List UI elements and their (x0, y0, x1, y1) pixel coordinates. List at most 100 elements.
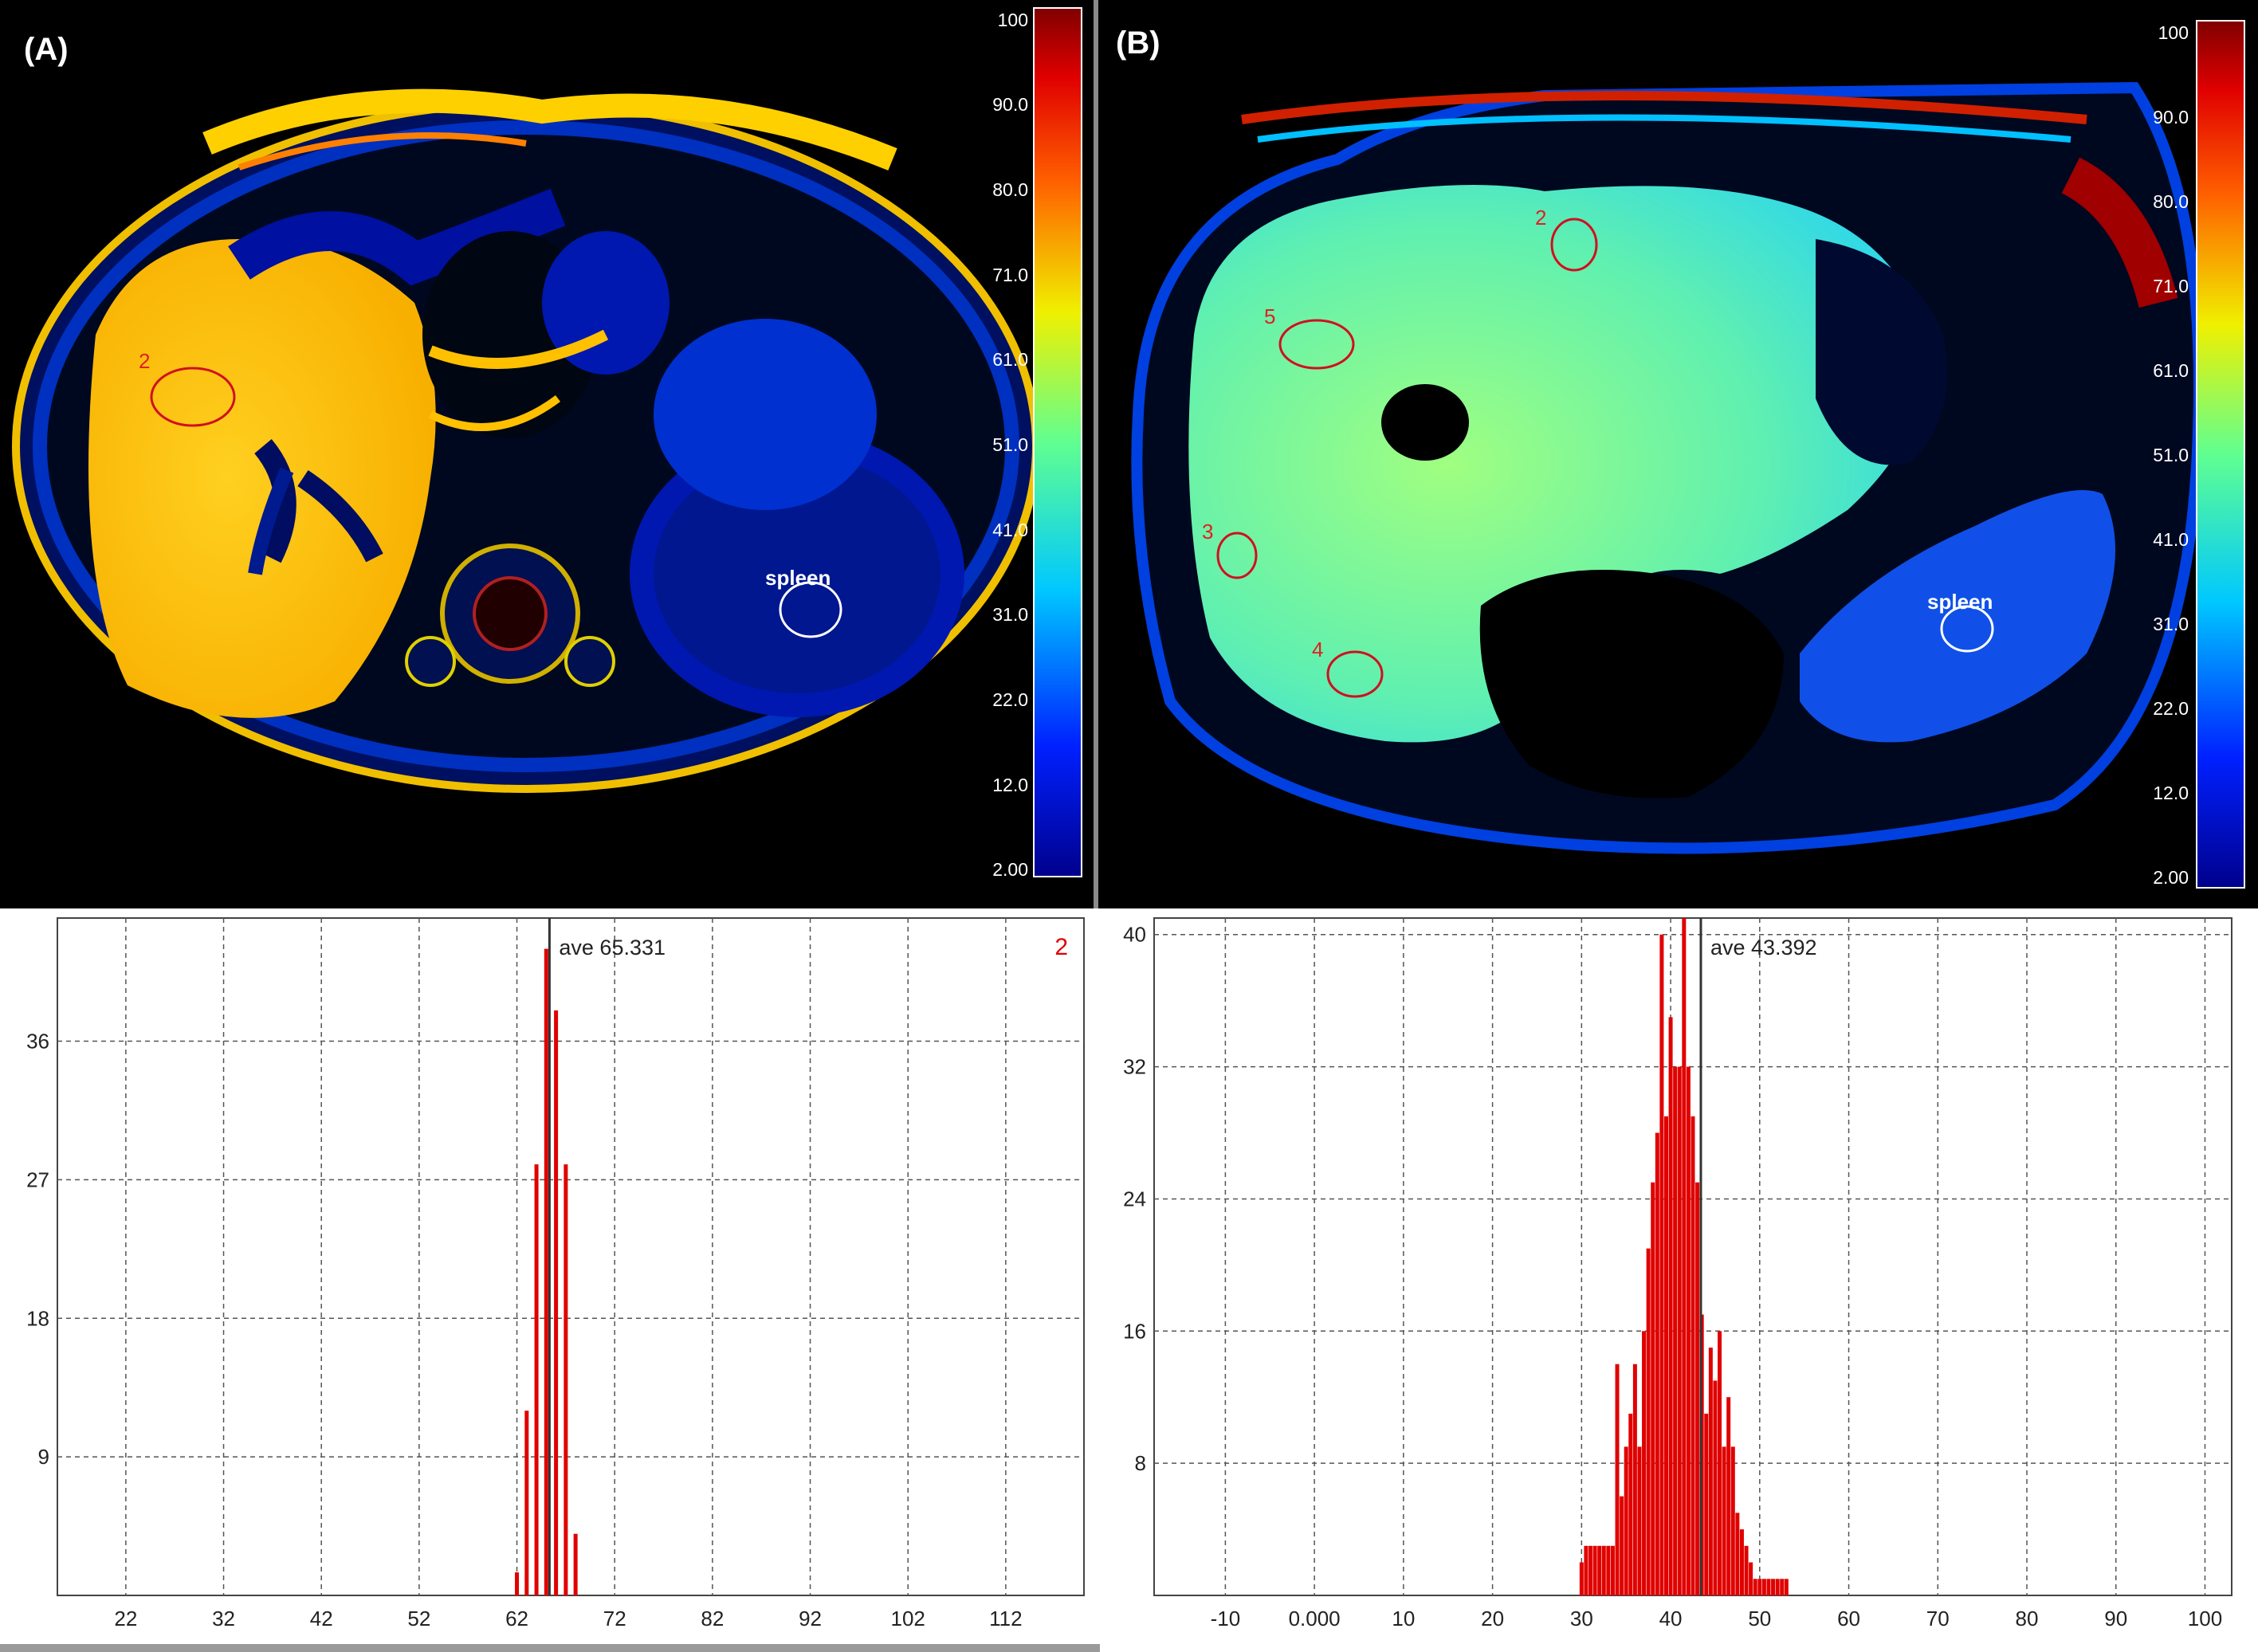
histogram-bar (1615, 1364, 1620, 1595)
roi-label: 4 (1312, 638, 1324, 661)
histogram-bar (1592, 1545, 1597, 1595)
colorbar-tick: 22.0 (2153, 698, 2189, 719)
histogram-bar (1677, 1066, 1682, 1595)
roi-label: 2 (139, 349, 151, 373)
colorbar-tick: 41.0 (2153, 529, 2189, 550)
x-tick-label: 102 (891, 1607, 925, 1630)
histogram-bar (1651, 1182, 1655, 1595)
histogram-bar (1784, 1579, 1789, 1595)
spleen-label: spleen (765, 566, 831, 590)
histogram-bar (1739, 1529, 1744, 1595)
y-tick-label: 24 (1123, 1187, 1146, 1211)
histogram-bar (564, 1164, 568, 1595)
histogram-bar (1695, 1182, 1700, 1595)
colorbar-tick: 2.00 (2153, 867, 2189, 888)
histogram-bar (524, 1411, 529, 1595)
histogram-bar (1624, 1446, 1628, 1595)
histogram-bar (1597, 1545, 1602, 1595)
roi-label: 2 (1535, 206, 1547, 230)
histogram-bar (1744, 1545, 1749, 1595)
x-tick-label: 112 (989, 1607, 1022, 1630)
roi-ellipse (1216, 532, 1258, 579)
colorbar-tick: 31.0 (2153, 614, 2189, 634)
histogram-bar (1610, 1545, 1615, 1595)
histogram-bar (1628, 1413, 1633, 1595)
x-tick-label: 20 (1481, 1607, 1504, 1630)
colorbar-tick: 61.0 (992, 349, 1028, 370)
histogram-bar (1730, 1446, 1735, 1595)
colorbar-tick: 71.0 (2153, 276, 2189, 296)
x-tick-label: 92 (799, 1607, 822, 1630)
histogram-bar (1775, 1579, 1780, 1595)
histogram-bar (1601, 1545, 1606, 1595)
histogram-bar (1584, 1545, 1588, 1595)
histogram-bar (515, 1572, 520, 1595)
histogram-bar (1632, 1364, 1637, 1595)
y-tick-label: 40 (1123, 923, 1146, 947)
x-tick-label: 42 (310, 1607, 333, 1630)
colorbar-tick: 61.0 (2153, 360, 2189, 381)
histogram-b: -10 0.000 10 20 30 40 50 60 70 80 90 100 8 16 24 32 40 av… (1098, 908, 2258, 1652)
colorbar-tick: 31.0 (992, 604, 1028, 625)
panel-label: (B) (1116, 26, 1160, 61)
spleen-roi-ellipse (1940, 605, 1994, 653)
histogram-bar (1668, 1017, 1673, 1595)
histogram-chart-a: 22 32 42 52 62 72 82 92 102 112 9 18 27 36 ave 65.331 2 (26, 917, 1085, 1630)
x-tick-label: 22 (114, 1607, 137, 1630)
colorbar-tick: 100 (2158, 22, 2189, 43)
colorbar (1033, 7, 1082, 877)
histogram-bar (1686, 1066, 1691, 1595)
histogram-bar (1646, 1248, 1651, 1595)
x-tick-label: 100 (2188, 1607, 2222, 1630)
y-tick-label: 9 (38, 1445, 49, 1469)
x-tick-label: 52 (407, 1607, 430, 1630)
mri-image-b (1131, 20, 2245, 889)
spleen-label: spleen (1927, 590, 1993, 614)
histogram-bar (554, 1010, 559, 1595)
roi-ellipse (1278, 319, 1355, 370)
histogram-bar (1691, 1116, 1695, 1595)
colorbar-tick: 90.0 (992, 94, 1028, 115)
spleen-roi-ellipse (779, 581, 842, 638)
histogram-bar (1659, 934, 1664, 1595)
mean-annotation: ave 43.392 (1710, 936, 1817, 959)
x-tick-label: -10 (1211, 1607, 1241, 1630)
y-tick-label: 18 (26, 1306, 49, 1330)
histogram-bar (1753, 1579, 1757, 1595)
colorbar-tick: 80.0 (992, 179, 1028, 200)
histogram-bar (1771, 1579, 1776, 1595)
x-tick-label: 10 (1392, 1607, 1415, 1630)
histogram-bar (1704, 1413, 1709, 1595)
histogram-bar (1579, 1562, 1584, 1595)
histogram-a: 22 32 42 52 62 72 82 92 102 112 9 18 27 36 ave 65.331 2 (0, 908, 1094, 1652)
x-tick-label: 90 (2104, 1607, 2127, 1630)
histogram-bar (573, 1533, 578, 1595)
x-tick-label: 72 (603, 1607, 626, 1630)
panel-divider (1094, 0, 1098, 908)
colorbar-tick: 80.0 (2153, 191, 2189, 212)
series-label: 2 (1054, 934, 1068, 960)
mri-map-panel-a: (A) 2 spleen 100 90.0 80.0 71.0 61.0 51.… (0, 0, 1094, 908)
histogram-bar (1663, 1116, 1668, 1595)
colorbar-tick: 2.00 (992, 859, 1028, 880)
histogram-bar (1713, 1380, 1718, 1595)
roi-ellipse (150, 367, 236, 427)
colorbar-tick: 100 (997, 10, 1028, 30)
colorbar-tick: 51.0 (2153, 445, 2189, 465)
colorbar-tick: 90.0 (2153, 107, 2189, 128)
histogram-bar (1718, 1331, 1722, 1595)
y-tick-label: 16 (1123, 1319, 1146, 1343)
histogram-bar (1757, 1579, 1762, 1595)
histogram-bar (1588, 1545, 1593, 1595)
panel-label: (A) (24, 32, 69, 67)
histogram-bar (534, 1164, 539, 1595)
colorbar-tick: 41.0 (992, 520, 1028, 540)
x-tick-label: 60 (1837, 1607, 1860, 1630)
colorbar-tick: 12.0 (992, 775, 1028, 795)
roi-label: 5 (1264, 304, 1276, 328)
y-tick-label: 27 (26, 1167, 49, 1191)
y-tick-label: 8 (1135, 1451, 1146, 1475)
x-tick-label: 40 (1659, 1607, 1683, 1630)
histogram-bar (1708, 1348, 1713, 1595)
x-tick-label: 82 (701, 1607, 724, 1630)
